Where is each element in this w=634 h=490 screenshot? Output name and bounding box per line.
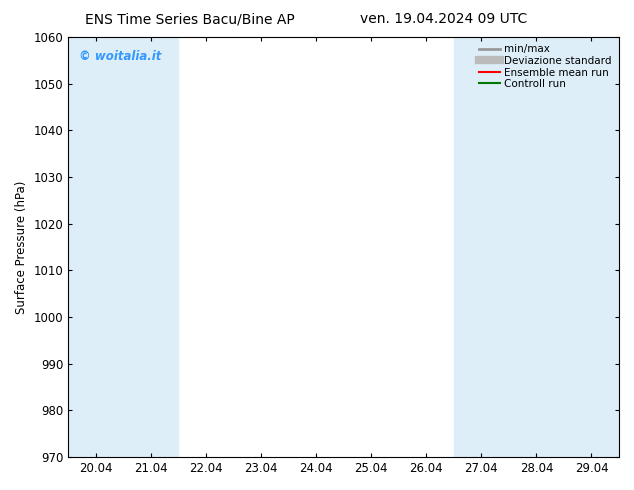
Text: ENS Time Series Bacu/Bine AP: ENS Time Series Bacu/Bine AP (86, 12, 295, 26)
Legend: min/max, Deviazione standard, Ensemble mean run, Controll run: min/max, Deviazione standard, Ensemble m… (477, 42, 614, 91)
Bar (509, 37, 564, 457)
Y-axis label: Surface Pressure (hPa): Surface Pressure (hPa) (15, 180, 28, 314)
Bar (68, 37, 123, 457)
Text: © woitalia.it: © woitalia.it (79, 50, 162, 63)
Bar (123, 37, 178, 457)
Bar (454, 37, 509, 457)
Text: ven. 19.04.2024 09 UTC: ven. 19.04.2024 09 UTC (360, 12, 527, 26)
Bar (564, 37, 619, 457)
